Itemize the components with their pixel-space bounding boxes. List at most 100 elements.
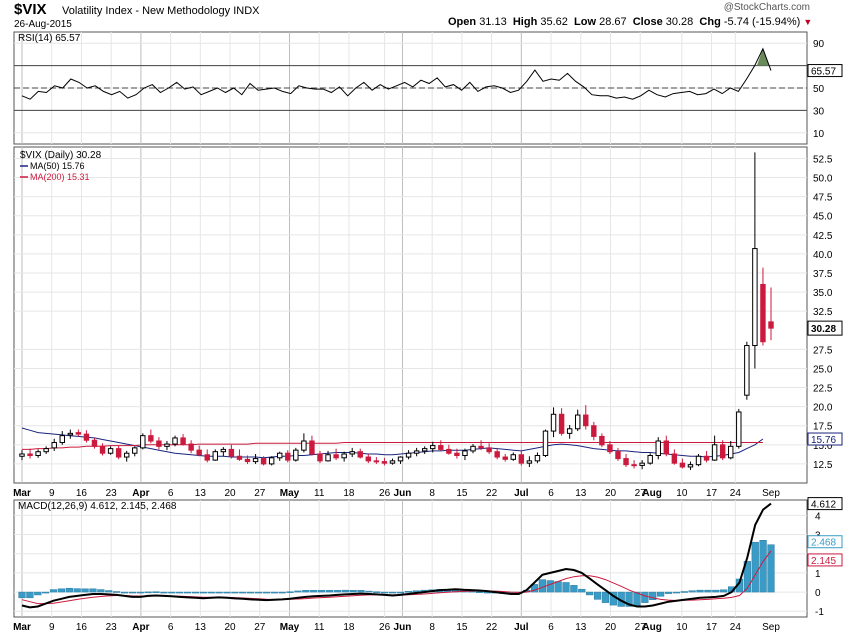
macd-histogram-bar <box>530 584 539 593</box>
macd-histogram-bar <box>223 591 231 594</box>
macd-histogram-bar <box>294 590 302 593</box>
candle-body <box>365 456 372 462</box>
x-axis-label: Jun <box>394 622 412 633</box>
candle-body <box>663 440 670 455</box>
candle-body <box>148 435 154 442</box>
macd-histogram-bar <box>136 591 144 594</box>
candle-body <box>534 455 541 462</box>
candle-body <box>381 461 388 464</box>
macd-histogram-bar <box>34 591 42 596</box>
macd-histogram-bar <box>333 590 341 593</box>
candle-body <box>293 449 299 461</box>
candle-body <box>542 430 549 457</box>
low-value: 28.67 <box>599 16 627 28</box>
macd-histogram-bar <box>199 591 207 594</box>
price-tick-label: 22.5 <box>813 384 833 395</box>
candle-body <box>317 453 323 462</box>
macd-label: MACD(12,26,9) 4.612, 2.145, 2.468 <box>18 501 177 512</box>
macd-histogram-bar <box>176 591 184 594</box>
macd-histogram-bar <box>286 591 294 593</box>
macd-histogram-bar <box>641 591 649 603</box>
candle-body <box>671 453 678 464</box>
macd-histogram-bar <box>152 591 160 593</box>
candle-body <box>333 454 339 459</box>
candle-body <box>574 414 581 430</box>
x-axis-label: 23 <box>106 622 118 633</box>
candle-body <box>518 454 525 464</box>
x-axis-label: 20 <box>605 622 617 633</box>
chg-value: -5.74 (-15.94%) <box>723 16 801 28</box>
x-axis-label: Aug <box>642 488 661 499</box>
rsi-overbought-fill <box>756 48 769 66</box>
macd-badge-text: 4.612 <box>811 500 836 511</box>
macd-histogram-bar <box>767 544 775 593</box>
price-tick-label: 25.0 <box>813 364 833 375</box>
candle-body <box>405 452 412 458</box>
x-axis-label: Mar <box>13 488 31 499</box>
price-tick-label: 40.0 <box>813 250 833 261</box>
candle-body <box>768 321 774 329</box>
x-axis-label: 24 <box>730 622 742 633</box>
candle-body <box>341 453 347 459</box>
ma50-badge <box>807 432 843 446</box>
candle-body <box>107 448 114 454</box>
candle-body <box>510 454 516 460</box>
x-axis-label: Jul <box>514 622 529 633</box>
candle-body <box>43 448 49 453</box>
candle-body <box>172 437 178 445</box>
macd-histogram-bar <box>570 585 578 593</box>
macd-histogram-bar <box>562 582 570 593</box>
macd-histogram-bar <box>49 589 58 593</box>
macd-histogram-bar <box>601 591 610 603</box>
macd-histogram-bar <box>160 591 168 594</box>
candle-body <box>389 460 396 464</box>
x-axis-label: 6 <box>168 488 174 499</box>
x-axis-label: Mar <box>13 622 31 633</box>
macd-panel-frame <box>13 499 808 618</box>
rsi-value-badge <box>807 64 843 78</box>
x-axis-label: 17 <box>706 622 718 633</box>
open-value: 31.13 <box>479 16 507 28</box>
x-axis-label: 8 <box>429 622 435 633</box>
macd-histogram-bar <box>349 590 357 593</box>
chart-date: 26-Aug-2015 <box>14 19 72 30</box>
rsi-line <box>21 47 772 100</box>
candle-body <box>647 455 653 464</box>
macd-histogram-bar <box>325 590 334 593</box>
macd-histogram-bar <box>704 589 712 593</box>
candle-body <box>728 445 734 459</box>
candle-body <box>268 457 275 465</box>
candle-body <box>212 451 219 461</box>
macd-histogram-bar <box>231 591 239 594</box>
candle-body <box>252 458 259 463</box>
macd-histogram-bar <box>18 591 26 599</box>
macd-tick-label: -1 <box>815 607 824 618</box>
candle-body <box>260 458 267 465</box>
x-axis-label: 27 <box>254 622 266 633</box>
macd-histogram-bar <box>593 591 602 600</box>
x-axis-label: 27 <box>635 622 647 633</box>
macd-value-badge <box>807 535 843 549</box>
x-axis-label: May <box>280 488 300 499</box>
candle-body <box>421 448 428 452</box>
candle-body <box>744 345 750 396</box>
x-axis-label: Apr <box>132 622 149 633</box>
candle-body <box>566 428 573 434</box>
candle-body <box>59 435 65 444</box>
macd-histogram-bar <box>26 591 34 599</box>
candle-body <box>188 443 194 451</box>
low-label: Low <box>574 16 597 28</box>
x-axis-label: 18 <box>343 488 355 499</box>
x-axis-label: May <box>280 622 300 633</box>
close-value: 30.28 <box>665 16 694 28</box>
price-tick-label: 42.5 <box>813 231 833 242</box>
x-axis-label: 6 <box>548 488 554 499</box>
macd-histogram-bar <box>120 591 129 594</box>
macd-histogram-bar <box>317 590 326 593</box>
candle-body <box>357 451 363 458</box>
macd-histogram-bar <box>396 591 405 594</box>
x-axis-label: 17 <box>706 488 718 499</box>
x-axis-label: Aug <box>642 622 661 633</box>
macd-value-badge <box>807 553 843 567</box>
candle-body <box>164 443 170 447</box>
